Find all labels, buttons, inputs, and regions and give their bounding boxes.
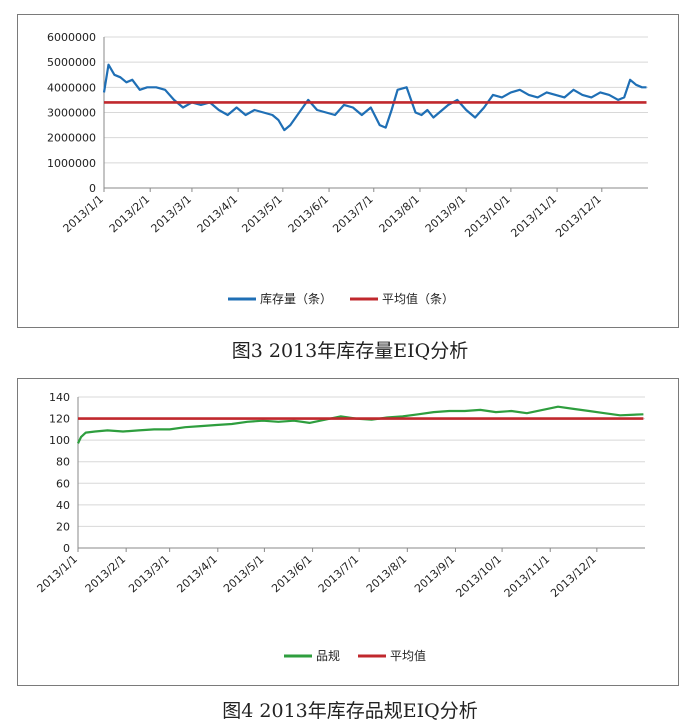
x-tick-label: 2013/4/1 — [195, 193, 240, 236]
x-tick-label: 2013/5/1 — [239, 193, 284, 236]
x-tick-label: 2013/12/1 — [553, 193, 604, 240]
x-tick-label: 2013/2/1 — [83, 553, 128, 596]
y-tick-label: 3000000 — [47, 107, 96, 120]
x-tick-label: 2013/7/1 — [330, 193, 375, 236]
y-tick-label: 6000000 — [47, 31, 96, 44]
legend-label: 平均值（条） — [382, 291, 454, 306]
x-tick-label: 2013/7/1 — [316, 553, 361, 596]
y-tick-label: 140 — [49, 391, 70, 404]
legend-label: 品规 — [316, 648, 340, 663]
y-tick-label: 0 — [63, 542, 70, 555]
y-tick-label: 4000000 — [47, 81, 96, 94]
x-tick-label: 2013/6/1 — [269, 553, 314, 596]
x-tick-label: 2013/9/1 — [423, 193, 468, 236]
x-tick-label: 2013/3/1 — [126, 553, 171, 596]
x-tick-label: 2013/3/1 — [149, 193, 194, 236]
series-line-main — [102, 63, 647, 132]
x-tick-label: 2013/11/1 — [508, 193, 559, 240]
y-tick-label: 20 — [56, 520, 70, 533]
figure-4-caption: 图4 2013年库存品规EIQ分析 — [222, 700, 478, 722]
x-tick-label: 2013/9/1 — [412, 553, 457, 596]
y-tick-label: 2000000 — [47, 132, 96, 145]
inventory-chart-panel: 0 1000000 2000000 3000000 4000000 5000000 6000… — [17, 14, 679, 328]
x-tick-label: 2013/5/1 — [221, 553, 266, 596]
x-tick-label: 2013/10/1 — [462, 193, 513, 240]
sku-chart: 0 20 40 60 80 100 120 140 2013/1/1 2013/2/12013/3… — [35, 391, 645, 663]
y-tick-label: 40 — [56, 499, 70, 512]
figure-3-caption: 图3 2013年库存量EIQ分析 — [231, 340, 469, 362]
y-tick-label: 80 — [56, 456, 70, 469]
y-tick-label: 0 — [89, 182, 96, 195]
legend-label: 库存量（条） — [260, 291, 332, 306]
x-tick-label: 2013/4/1 — [174, 553, 219, 596]
y-tick-label: 1000000 — [47, 157, 96, 170]
y-tick-label: 5000000 — [47, 56, 96, 69]
x-tick-label: 2013/1/1 — [35, 553, 80, 596]
y-tick-label: 60 — [56, 477, 70, 490]
x-tick-label: 2013/11/1 — [502, 553, 553, 600]
x-tick-label: 2013/12/1 — [548, 553, 599, 600]
y-tick-label: 100 — [49, 434, 70, 447]
series-line-main — [77, 405, 644, 444]
y-tick-label: 120 — [49, 413, 70, 426]
inventory-chart: 0 1000000 2000000 3000000 4000000 5000000 6000… — [47, 31, 648, 306]
sku-chart-panel: 0 20 40 60 80 100 120 140 2013/1/1 2013/2/1 2013/3… — [17, 378, 679, 686]
x-tick-label: 2013/6/1 — [286, 193, 331, 236]
legend-label: 平均值 — [390, 648, 426, 663]
x-tick-label: 2013/8/1 — [364, 553, 409, 596]
x-tick-label: 2013/2/1 — [107, 193, 152, 236]
x-tick-label: 2013/8/1 — [377, 193, 422, 236]
x-tick-label: 2013/1/1 — [61, 193, 106, 236]
x-tick-label: 2013/10/1 — [453, 553, 504, 600]
